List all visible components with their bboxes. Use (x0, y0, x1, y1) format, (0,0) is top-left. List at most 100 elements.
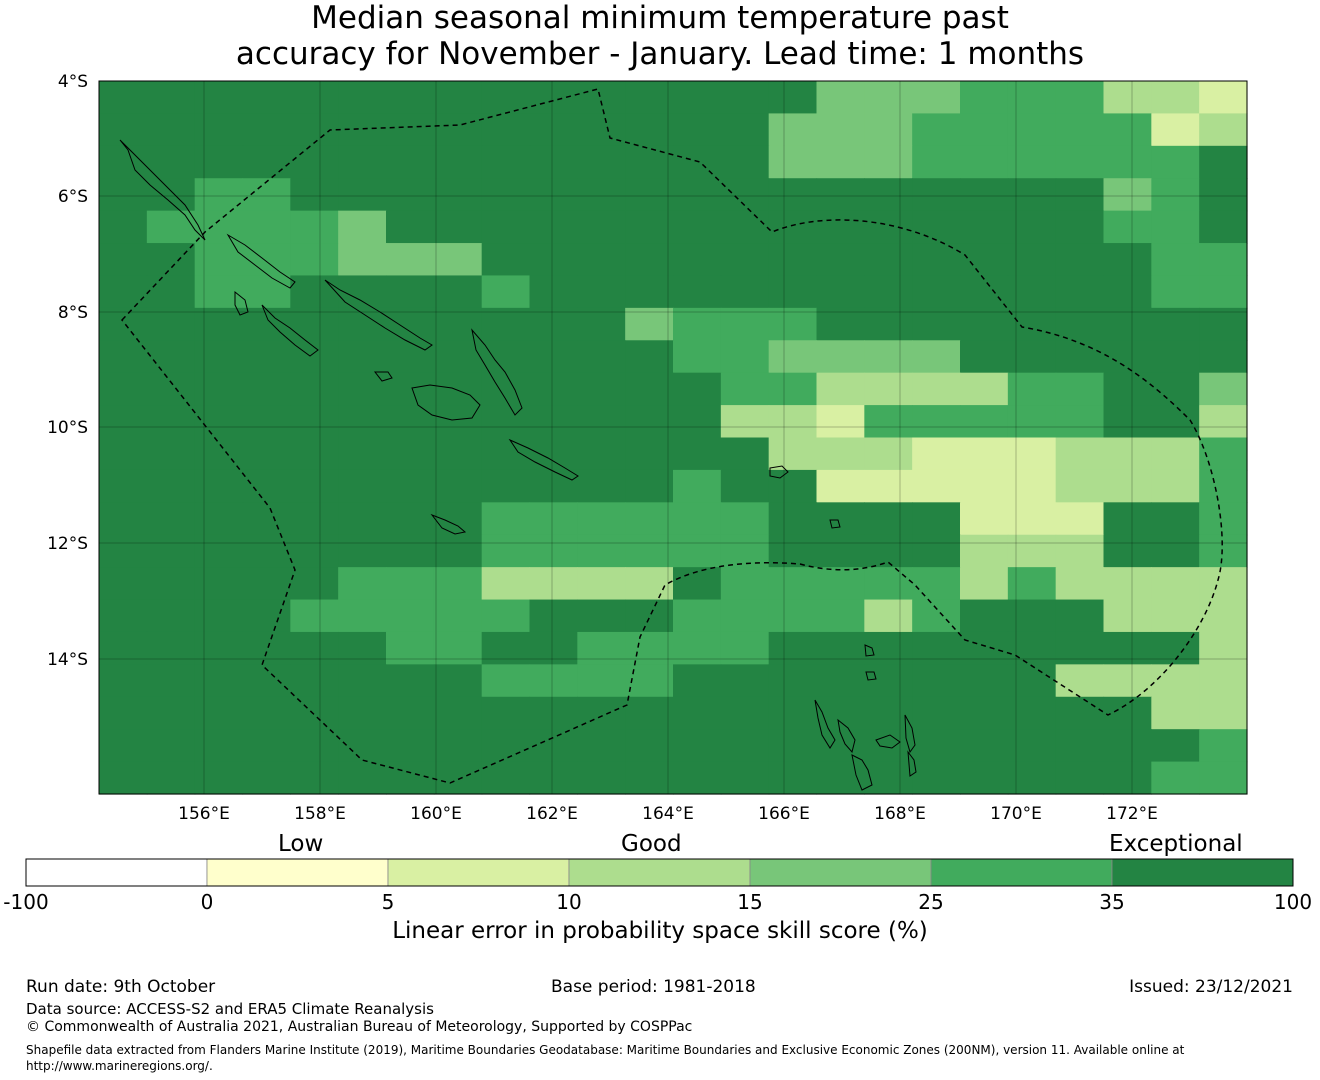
skill-cell (720, 210, 770, 244)
skill-cell (577, 81, 626, 115)
skill-cell (625, 437, 674, 471)
skill-cell (673, 210, 722, 244)
skill-cell (625, 372, 674, 406)
skill-cell (768, 761, 818, 795)
skill-cell (529, 469, 578, 503)
skill-cell (290, 599, 339, 633)
colorbar-segment (387, 858, 570, 887)
skill-cell (864, 469, 913, 503)
skill-cell (720, 437, 770, 471)
skill-cell (1199, 437, 1248, 471)
skill-cell (290, 405, 339, 439)
skill-cell (1103, 567, 1152, 601)
skill-cell (577, 178, 626, 212)
skill-cell (1151, 307, 1200, 341)
skill-cell (338, 340, 387, 374)
skill-cell (99, 567, 148, 601)
skill-cell (1103, 729, 1152, 763)
skill-cell (1007, 145, 1057, 179)
skill-cell (673, 178, 722, 212)
skill-cell (99, 405, 148, 439)
skill-cell (768, 275, 818, 309)
skill-cell (816, 502, 865, 536)
skill-cell (386, 761, 435, 795)
skill-cell (673, 372, 722, 406)
skill-cell (433, 113, 483, 147)
base-period: Base period: 1981-2018 (551, 977, 756, 997)
skill-cell (673, 469, 722, 503)
skill-cell (768, 372, 818, 406)
skill-cell (912, 437, 961, 471)
skill-cell (912, 340, 961, 374)
skill-cell (768, 340, 818, 374)
skill-cell (290, 178, 339, 212)
skill-cell (960, 243, 1009, 277)
skill-cell (577, 664, 626, 698)
skill-cell (433, 145, 483, 179)
skill-cell (768, 178, 818, 212)
coastlines (119, 139, 917, 791)
colorbar-title: Linear error in probability space skill … (392, 918, 928, 944)
skill-cell (529, 340, 578, 374)
skill-cell (481, 534, 531, 568)
skill-cell (673, 81, 722, 115)
colorbar-tick: 0 (200, 890, 214, 914)
skill-cell (1199, 275, 1248, 309)
lat-label: 14°S (47, 650, 88, 670)
skill-cell (1007, 761, 1057, 795)
skill-cell (960, 534, 1009, 568)
skill-cell (290, 275, 339, 309)
skill-cell (433, 178, 483, 212)
skill-cell (816, 372, 865, 406)
skill-cell (720, 113, 770, 147)
skill-cell (146, 372, 196, 406)
skill-cell (529, 178, 578, 212)
skill-cell (338, 437, 387, 471)
skill-cell (386, 113, 435, 147)
skill-cell (625, 340, 674, 374)
skill-cell (529, 761, 578, 795)
skill-cell (242, 178, 291, 212)
skill-cell (960, 113, 1009, 147)
shapefile-credit-line-1: Shapefile data extracted from Flanders M… (26, 1043, 1185, 1057)
skill-cell (1199, 145, 1248, 179)
skill-cell (720, 664, 770, 698)
skill-cell (673, 664, 722, 698)
skill-cell (960, 664, 1009, 698)
colorbar-category-exceptional: Exceptional (1109, 831, 1243, 857)
skill-cell (625, 599, 674, 633)
skill-cell (338, 599, 387, 633)
skill-cell (99, 729, 148, 763)
skill-cell (864, 729, 913, 763)
skill-cell (290, 372, 339, 406)
skill-cell (529, 210, 578, 244)
lon-label: 172°E (1106, 804, 1158, 824)
skill-cell (1151, 534, 1200, 568)
skill-cell (673, 307, 722, 341)
skill-cell (386, 81, 435, 115)
colorbar-segment (930, 858, 1113, 887)
skill-cell (912, 761, 961, 795)
skill-cell (864, 275, 913, 309)
skill-cell (1055, 502, 1105, 536)
skill-cell (99, 534, 148, 568)
skill-cell (816, 210, 865, 244)
skill-cell (99, 307, 148, 341)
skill-cell (768, 469, 818, 503)
skill-cell (1151, 113, 1200, 147)
skill-cell (960, 275, 1009, 309)
skill-cell (433, 469, 483, 503)
skill-cell (1103, 340, 1152, 374)
skill-cell (720, 243, 770, 277)
skill-cell (577, 113, 626, 147)
skill-cell (960, 729, 1009, 763)
skill-cell (386, 631, 435, 665)
skill-cell (960, 178, 1009, 212)
skill-cell (912, 243, 961, 277)
skill-cell (816, 696, 865, 730)
issued-date: Issued: 23/12/2021 (1129, 977, 1293, 997)
skill-cell (338, 534, 387, 568)
skill-cell (1055, 534, 1105, 568)
shapefile-credit-line-2: http://www.marineregions.org/. (26, 1059, 213, 1073)
skill-cell (1199, 664, 1248, 698)
